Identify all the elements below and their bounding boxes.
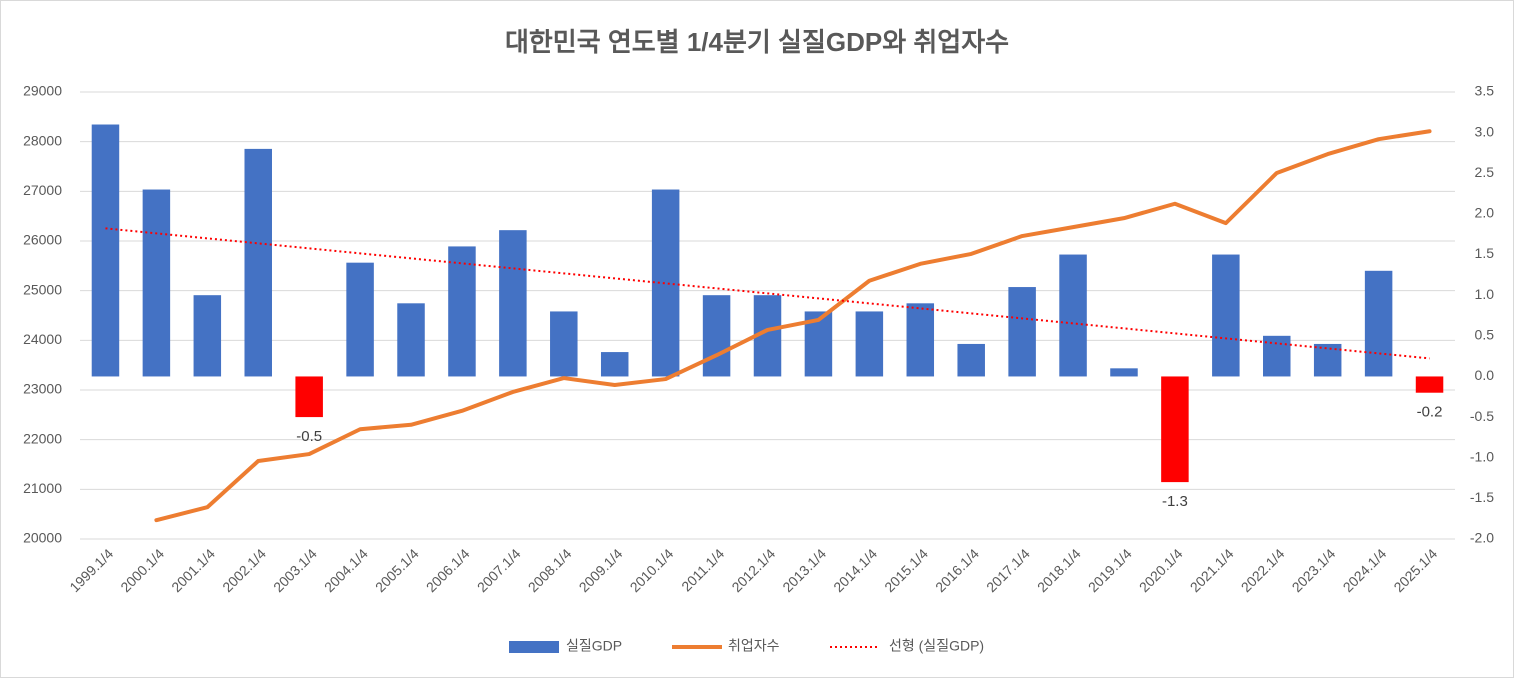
y-tick-label: 26000 [23, 232, 62, 248]
bar [1161, 376, 1189, 483]
y2-tick-label: -1.0 [1470, 448, 1494, 464]
bar [855, 311, 884, 377]
y-tick-label: 22000 [23, 430, 62, 446]
bar [346, 262, 374, 377]
y2-tick-label: -1.5 [1470, 489, 1494, 505]
bar [142, 189, 171, 377]
legend-label: 취업자수 [728, 638, 780, 654]
bar [957, 343, 985, 377]
bar [244, 148, 272, 377]
bar [91, 124, 120, 377]
bar [1415, 376, 1444, 393]
y-tick-label: 28000 [23, 132, 62, 148]
bar [1212, 254, 1240, 377]
y2-tick-label: 3.0 [1475, 123, 1495, 139]
bar [1313, 343, 1342, 377]
bar [1364, 270, 1393, 377]
bar [1263, 335, 1291, 377]
y2-tick-label: 2.5 [1475, 164, 1495, 180]
bar [550, 311, 578, 377]
line [154, 129, 1432, 523]
y-tick-label: 21000 [23, 480, 62, 496]
y2-tick-label: 0.5 [1475, 327, 1495, 343]
y-tick-label: 20000 [23, 530, 62, 546]
legend-swatch [509, 641, 559, 653]
bar [906, 303, 935, 377]
y2-tick-label: 1.5 [1475, 245, 1495, 261]
y-tick-label: 23000 [23, 381, 62, 397]
bar [295, 376, 323, 418]
y-tick-label: 29000 [23, 83, 62, 99]
bar [193, 295, 222, 377]
y-tick-label: 27000 [23, 182, 62, 198]
data-label: -0.5 [296, 428, 322, 445]
y-tick-label: 25000 [23, 281, 62, 297]
bar [397, 303, 425, 377]
y2-tick-label: 0.0 [1475, 367, 1495, 383]
trendline [105, 227, 1430, 360]
data-label: -0.2 [1417, 404, 1443, 421]
bar [499, 230, 527, 377]
bar [1110, 368, 1138, 377]
legend-label: 실질GDP [566, 638, 622, 654]
bar [1008, 287, 1036, 377]
bar [702, 295, 731, 377]
y2-tick-label: -0.5 [1470, 408, 1494, 424]
y2-tick-label: 3.5 [1475, 83, 1495, 99]
legend-label: 선형 (실질GDP) [889, 638, 984, 654]
bar [448, 246, 476, 377]
y-tick-label: 24000 [23, 331, 62, 347]
bar [651, 189, 680, 377]
bar [600, 352, 629, 377]
y2-tick-label: 2.0 [1475, 205, 1495, 221]
chart-title: 대한민국 연도별 1/4분기 실질GDP와 취업자수 [505, 27, 1009, 57]
y2-tick-label: -2.0 [1470, 530, 1494, 546]
data-label: -1.3 [1162, 493, 1188, 510]
y2-tick-label: 1.0 [1475, 286, 1495, 302]
bar [1059, 254, 1087, 377]
